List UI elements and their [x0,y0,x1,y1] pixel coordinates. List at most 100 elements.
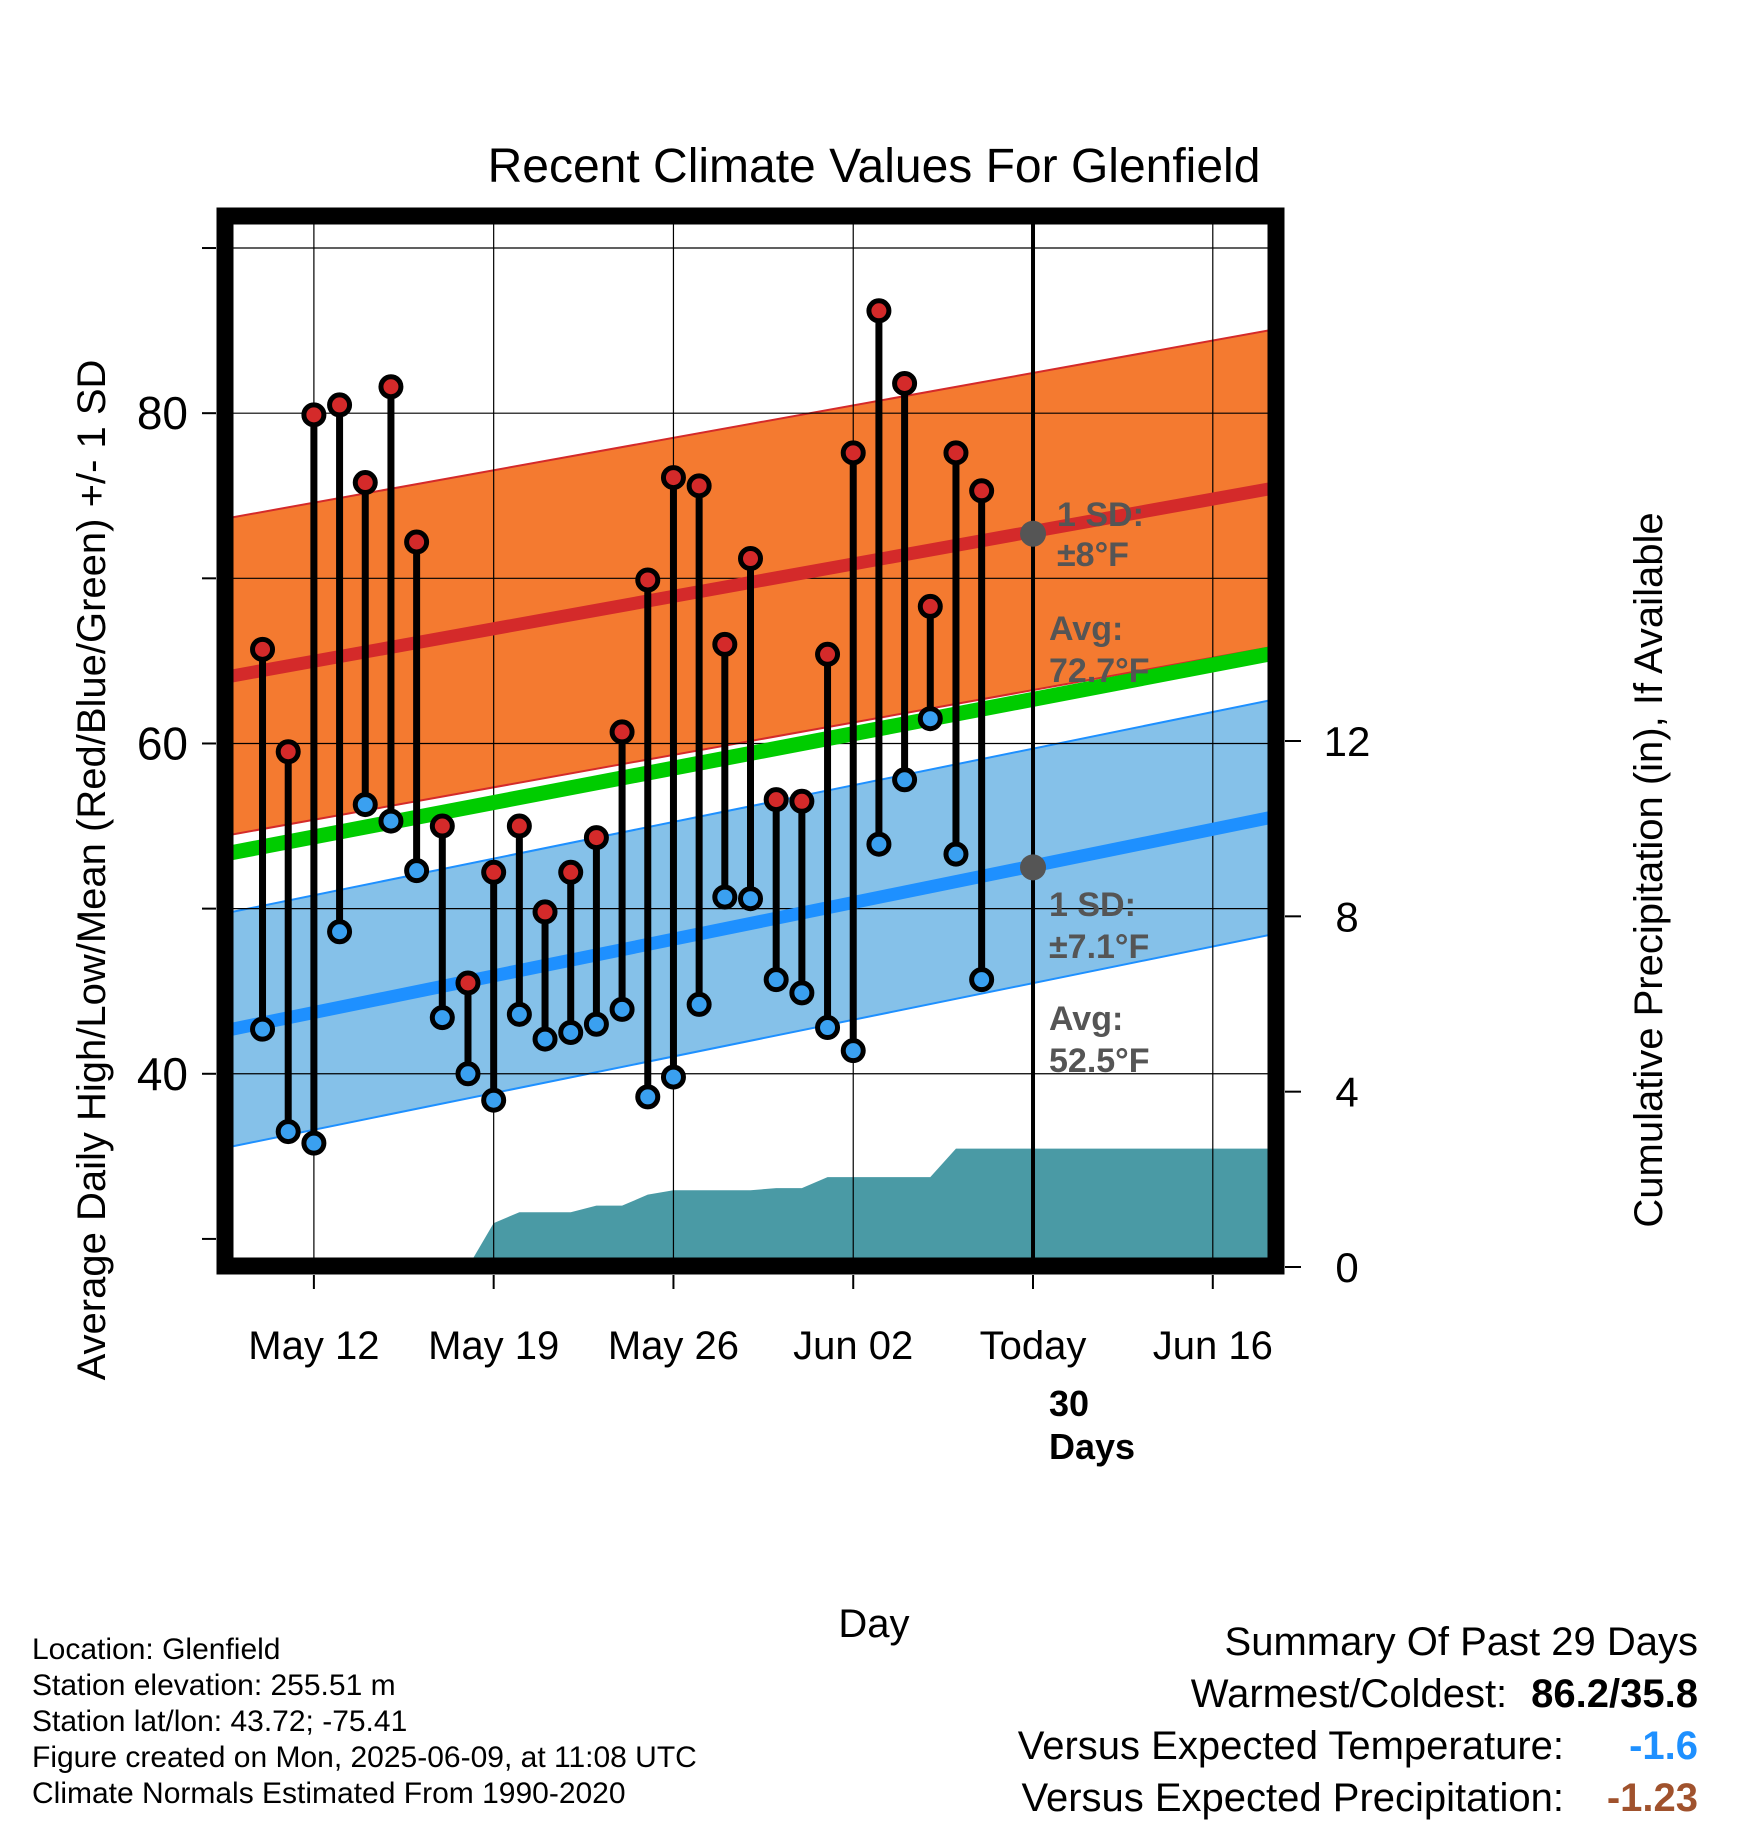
low-normal-line [224,809,1277,1038]
low-temp-point [789,980,815,1006]
x-tick-label: May 12 [248,1324,379,1368]
low-temp-point [763,967,789,993]
low-temp-point [352,792,378,818]
low-temp-point [840,1038,866,1064]
period-label-days: Days [1049,1426,1135,1467]
x-tick-label: May 26 [608,1324,739,1368]
high-temp-point [429,813,455,839]
chart-title: Recent Climate Values For Glenfield [488,140,1261,193]
high-avg-label: Avg: [1049,610,1123,648]
low-temp-point [943,841,969,867]
x-axis-label: Day [838,1602,909,1646]
high-temp-point [943,440,969,466]
plot-area [224,215,1277,1267]
y-axis-right-label: Cumulative Precipitation (in), If Availa… [1627,512,1671,1227]
low-temp-point [660,1064,686,1090]
high-avg-value: 72.7°F [1049,652,1150,690]
high-temp-point [583,825,609,851]
high-temp-point [866,298,892,324]
period-label-number: 30 [1049,1383,1089,1424]
low-avg-value: 52.5°F [1049,1042,1150,1080]
high-temp-point [763,787,789,813]
high-temp-point [558,859,584,885]
low-temp-point [506,1001,532,1027]
summary-warmest-row: Warmest/Coldest: 86.2/35.8 [1191,1672,1698,1717]
summary-precip-label: Versus Expected Precipitation: [1021,1776,1564,1820]
y-tick-label-left: 40 [137,1048,188,1100]
info-latlon: Station lat/lon: 43.72; -75.41 [32,1705,408,1738]
low-temp-point [609,996,635,1022]
summary-warmest-label: Warmest/Coldest: [1190,1672,1508,1716]
high-temp-point [840,440,866,466]
low-temp-point [738,886,763,912]
plot-frame [216,207,1285,1275]
x-tick-label: May 19 [428,1324,559,1368]
y-tick-label-left: 60 [137,717,188,769]
low-temp-point [481,1087,507,1113]
summary-title-text: Summary Of Past 29 Days [1224,1620,1698,1664]
low-temp-point [301,1130,327,1156]
summary-temp-row: Versus Expected Temperature: -1.6 [1018,1724,1698,1769]
high-temp-point [455,970,481,996]
low-temp-point [917,706,943,732]
high-temp-point [404,529,430,555]
y-tick-label-right: 4 [1335,1069,1358,1116]
high-temp-point [738,546,763,572]
low-sd-value: ±7.1°F [1049,928,1149,966]
low-temp-point [558,1019,584,1045]
low-temp-point [250,1016,276,1042]
high-temp-point [892,370,918,396]
low-temp-point [686,991,712,1017]
high-temp-point [481,859,507,885]
high-temp-point [506,813,532,839]
y-axis-left-label: Average Daily High/Low/Mean (Red/Blue/Gr… [70,360,114,1381]
low-temp-point [429,1005,455,1031]
y-tick-label-right: 0 [1335,1244,1358,1291]
low-temp-point [583,1011,609,1037]
low-temp-point [404,858,430,884]
precip-area [262,1148,1277,1267]
x-tick-label: Jun 16 [1153,1324,1273,1368]
high-temp-point [609,719,635,745]
low-temp-point [327,919,353,945]
info-normals: Climate Normals Estimated From 1990-2020 [32,1777,626,1810]
low-temp-point [892,767,918,793]
high-temp-point [352,470,378,496]
high-temp-point [275,739,301,765]
high-temp-point [712,631,738,657]
high-avg-marker [1020,520,1047,547]
y-tick-label-right: 12 [1324,718,1371,765]
high-sd-label: 1 SD: [1057,496,1144,534]
high-temp-point [532,899,558,925]
low-temp-point [866,831,892,857]
high-temp-point [660,465,686,491]
station-info: Location: Glenfield Station elevation: 2… [32,1632,697,1812]
info-created: Figure created on Mon, 2025-06-09, at 11… [32,1741,697,1774]
summary-precip-value: -1.23 [1606,1776,1698,1820]
high-temp-point [378,374,404,400]
low-temp-point [455,1061,481,1087]
info-elevation: Station elevation: 255.51 m [32,1669,396,1702]
summary-temp-label: Versus Expected Temperature: [1017,1724,1564,1768]
summary-temp-value: -1.6 [1629,1724,1698,1768]
low-avg-marker [1020,854,1047,881]
high-temp-point [301,402,327,428]
high-temp-point [250,636,276,662]
high-temp-point [635,567,661,593]
x-tick-label: Jun 02 [793,1324,913,1368]
high-temp-point [327,392,353,418]
low-temp-point [969,967,995,993]
low-temp-point [532,1026,558,1052]
high-sd-value: ±8°F [1057,536,1129,574]
low-temp-point [815,1015,841,1041]
summary-warmest-value: 86.2/35.8 [1531,1672,1698,1716]
high-temp-point [969,478,995,504]
high-temp-point [686,473,712,499]
low-temp-point [635,1084,661,1110]
summary-precip-row: Versus Expected Precipitation: -1.23 [1021,1776,1698,1821]
y-tick-label-right: 8 [1335,893,1358,940]
low-sd-label: 1 SD: [1049,886,1136,924]
high-temp-point [789,788,815,814]
y-tick-label-left: 80 [137,387,188,439]
